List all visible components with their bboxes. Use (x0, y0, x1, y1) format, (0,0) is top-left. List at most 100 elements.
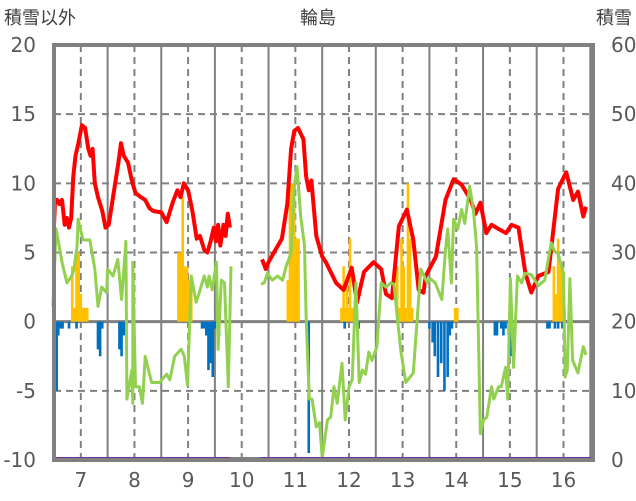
orange-bar (292, 197, 296, 322)
right-tick-label: 20 (611, 310, 636, 334)
orange-bar (183, 266, 187, 322)
right-tick-label: 30 (611, 241, 636, 265)
green-line (51, 217, 233, 405)
blue-bar (96, 321, 100, 350)
x-tick-label: 14 (444, 468, 469, 492)
x-tick-label: 13 (390, 468, 415, 492)
right-tick-label: 40 (611, 171, 636, 195)
left-tick-label: -10 (3, 448, 36, 472)
blue-bar (205, 321, 208, 336)
orange-bar (456, 307, 459, 322)
x-tick-label: 7 (74, 468, 87, 492)
right-tick-label: 50 (611, 102, 636, 126)
blue-bar (67, 321, 71, 329)
orange-bar (73, 307, 76, 322)
orange-bar (177, 252, 180, 322)
blue-bar (493, 321, 497, 336)
orange-bar (395, 266, 399, 322)
orange-bar (185, 266, 189, 322)
blue-bar (100, 321, 104, 329)
blue-bar (59, 321, 62, 329)
orange-bar (552, 266, 556, 322)
red-line (52, 123, 232, 255)
orange-bar (77, 252, 80, 322)
orange-bar (400, 238, 403, 322)
orange-bar (408, 238, 412, 322)
orange-bar (558, 266, 562, 322)
blue-bar (450, 321, 454, 329)
blue-bar (61, 321, 64, 329)
orange-bar (453, 307, 457, 322)
orange-bar (342, 266, 345, 322)
orange-bar (83, 307, 87, 322)
blue-bar (546, 321, 549, 329)
blue-bar (118, 321, 121, 350)
green-line (260, 165, 588, 459)
orange-bar (410, 307, 414, 322)
blue-bar (553, 321, 557, 329)
blue-bar (428, 321, 431, 329)
blue-bar (433, 321, 437, 357)
orange-bar (179, 252, 182, 322)
blue-bar (207, 321, 210, 371)
orange-bar (402, 266, 405, 322)
left-tick-label: 10 (11, 171, 36, 195)
blue-bar (75, 321, 78, 329)
x-tick-label: 12 (336, 468, 361, 492)
left-tick-label: 20 (11, 33, 36, 57)
right-tick-label: 10 (611, 379, 636, 403)
orange-bar (556, 238, 560, 322)
orange-bar (286, 280, 290, 322)
blue-bar (446, 321, 449, 377)
left-tick-label: -5 (16, 379, 36, 403)
orange-bar (406, 183, 410, 322)
orange-bar (75, 252, 78, 322)
blue-bar (448, 321, 452, 336)
blue-bar (556, 321, 560, 329)
blue-bar (504, 321, 507, 329)
orange-bar (340, 307, 343, 322)
blue-bar (343, 321, 346, 329)
blue-bar (561, 321, 564, 329)
orange-bar (348, 238, 352, 322)
blue-bar (509, 321, 513, 357)
orange-bar (345, 280, 349, 322)
red-line (260, 126, 588, 305)
orange-bar (398, 307, 401, 322)
blue-bar (213, 321, 217, 329)
orange-bar (554, 294, 558, 322)
x-tick-label: 10 (229, 468, 254, 492)
blue-bar (439, 321, 443, 364)
orange-bar (79, 294, 83, 322)
blue-bar (443, 321, 446, 391)
right-tick-label: 0 (611, 448, 624, 472)
left-tick-label: 15 (11, 102, 36, 126)
orange-bar (295, 238, 298, 322)
x-tick-label: 9 (182, 468, 195, 492)
blue-bar (209, 321, 212, 364)
blue-bar (55, 321, 58, 391)
x-tick-label: 11 (283, 468, 308, 492)
orange-bar (350, 307, 354, 322)
blue-bar (200, 321, 204, 329)
blue-bar (431, 321, 434, 343)
orange-bar (404, 307, 408, 322)
left-axis-title: 積雪以外 (4, 8, 76, 29)
blue-bar (211, 321, 215, 377)
blue-bar (436, 321, 440, 377)
blue-bar (548, 321, 551, 329)
blue-bar (56, 321, 60, 336)
orange-bar (70, 266, 74, 322)
orange-bar (81, 307, 85, 322)
orange-bar (297, 238, 300, 322)
blue-bar (495, 321, 499, 336)
plot-frame (52, 43, 595, 462)
blue-bar (502, 321, 505, 336)
orange-bar (85, 307, 89, 322)
chart-title: 輪島 (300, 8, 336, 29)
blue-bar (98, 321, 102, 357)
left-tick-label: 0 (23, 310, 36, 334)
grid (54, 45, 593, 461)
